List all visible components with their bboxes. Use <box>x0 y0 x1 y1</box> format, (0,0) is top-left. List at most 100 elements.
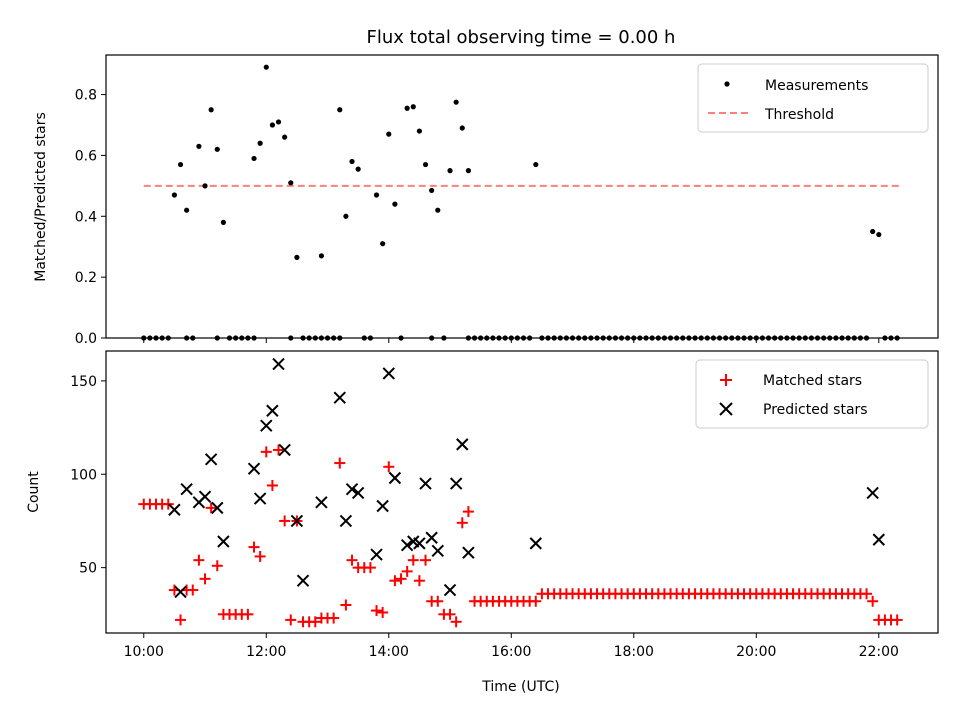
top-y-tick-label: 0.0 <box>75 331 97 347</box>
measurement-point <box>778 335 784 341</box>
measurement-point <box>557 335 563 341</box>
measurement-point <box>447 168 453 174</box>
measurement-point <box>863 335 870 341</box>
measurement-point <box>147 335 153 341</box>
measurement-point <box>857 335 864 341</box>
measurement-point <box>429 187 435 194</box>
matched-star-point <box>450 616 462 628</box>
measurement-point <box>839 335 845 341</box>
predicted-star-point <box>339 514 353 528</box>
measurement-point <box>723 335 729 341</box>
measurement-point <box>422 161 429 168</box>
predicted-points-group <box>168 357 885 599</box>
measurement-point <box>870 228 876 235</box>
measurement-point <box>251 155 257 162</box>
measurement-point <box>202 183 208 189</box>
x-tick-label: 10:00 <box>124 644 164 660</box>
measurement-point <box>533 161 539 168</box>
bottom-y-tick-label: 100 <box>70 467 97 483</box>
matched-star-point <box>340 599 352 611</box>
matched-star-point <box>377 606 389 618</box>
bottom-x-ticks: 10:00 12:00 14:00 16:00 18:00 20:00 22:00 <box>124 633 899 660</box>
legend-label-measurements: Measurements <box>765 78 868 94</box>
measurement-point <box>226 335 233 341</box>
measurement-point <box>569 335 576 341</box>
matched-star-point <box>346 554 358 566</box>
matched-star-point <box>254 550 266 562</box>
measurement-point <box>441 335 447 341</box>
measurement-point <box>649 335 655 341</box>
predicted-star-point <box>456 438 469 451</box>
predicted-star-point <box>345 482 359 496</box>
measurement-point <box>416 128 423 134</box>
measurement-point <box>251 335 257 341</box>
measurement-point <box>269 122 275 128</box>
predicted-star-point <box>400 539 414 552</box>
matched-star-point <box>334 457 346 469</box>
matched-star-point <box>891 614 903 626</box>
matched-star-point <box>413 575 425 587</box>
measurement-point <box>373 192 380 198</box>
measurement-point <box>484 335 490 341</box>
predicted-star-point <box>290 514 304 528</box>
measurement-point <box>361 335 367 341</box>
predicted-star-point <box>168 503 181 516</box>
measurement-point <box>282 134 288 140</box>
measurement-point <box>765 335 772 341</box>
predicted-star-point <box>180 482 193 496</box>
measurement-point <box>729 335 735 341</box>
measurement-point <box>845 335 851 341</box>
measurement-point <box>220 219 226 225</box>
chart-title: Flux total observing time = 0.00 h <box>367 27 676 48</box>
measurement-point <box>502 335 508 341</box>
measurement-point <box>386 131 392 137</box>
measurement-point <box>772 335 778 341</box>
measurement-point <box>594 335 600 341</box>
measurement-point <box>343 213 349 219</box>
measurement-point <box>453 99 459 105</box>
measurement-point <box>888 335 894 341</box>
predicted-star-point <box>449 477 463 490</box>
legend-label-predicted: Predicted stars <box>763 402 868 418</box>
measurement-point <box>337 107 343 113</box>
bottom-panel: 50 100 150 10:00 12:00 14:00 16:00 18:00 20:00 2… <box>26 350 939 695</box>
measurement-point <box>710 335 717 341</box>
measurement-point <box>159 335 165 341</box>
matched-star-point <box>364 562 376 574</box>
measurement-point <box>582 335 588 341</box>
top-panel: 0.00.20.40.60.8 Matched/Predicted stars … <box>33 54 939 347</box>
predicted-star-point <box>260 419 273 432</box>
measurement-point <box>637 335 643 341</box>
matched-star-point <box>867 595 879 607</box>
measurement-point <box>686 335 692 341</box>
matched-star-point <box>462 506 474 518</box>
predicted-star-point <box>204 453 218 466</box>
bottom-y-tick-label: 50 <box>79 561 97 577</box>
measurement-point <box>545 335 551 341</box>
measurement-point <box>184 207 190 213</box>
matched-star-point <box>420 554 432 566</box>
measurement-point <box>618 335 625 341</box>
measurement-point <box>214 146 220 152</box>
measurement-point <box>288 180 294 186</box>
predicted-star-point <box>529 537 542 550</box>
measurement-point <box>459 125 465 131</box>
bottom-y-ticks: 50 100 150 <box>70 374 106 577</box>
matched-star-point <box>199 573 211 585</box>
top-y-tick-label: 0.8 <box>75 88 97 104</box>
top-y-tick-label: 0.4 <box>75 209 97 225</box>
bottom-legend-box <box>695 359 929 429</box>
predicted-star-point <box>278 443 291 457</box>
measurement-point <box>380 241 386 247</box>
measurement-point <box>404 105 410 111</box>
measurement-point <box>496 335 502 341</box>
predicted-star-point <box>376 499 389 513</box>
measurement-point <box>741 335 747 341</box>
predicted-star-point <box>431 544 444 558</box>
measurement-point <box>214 335 220 341</box>
measurement-point <box>802 335 808 341</box>
measurement-point <box>177 161 184 168</box>
measurement-point <box>527 335 533 341</box>
measurement-point <box>349 158 355 165</box>
